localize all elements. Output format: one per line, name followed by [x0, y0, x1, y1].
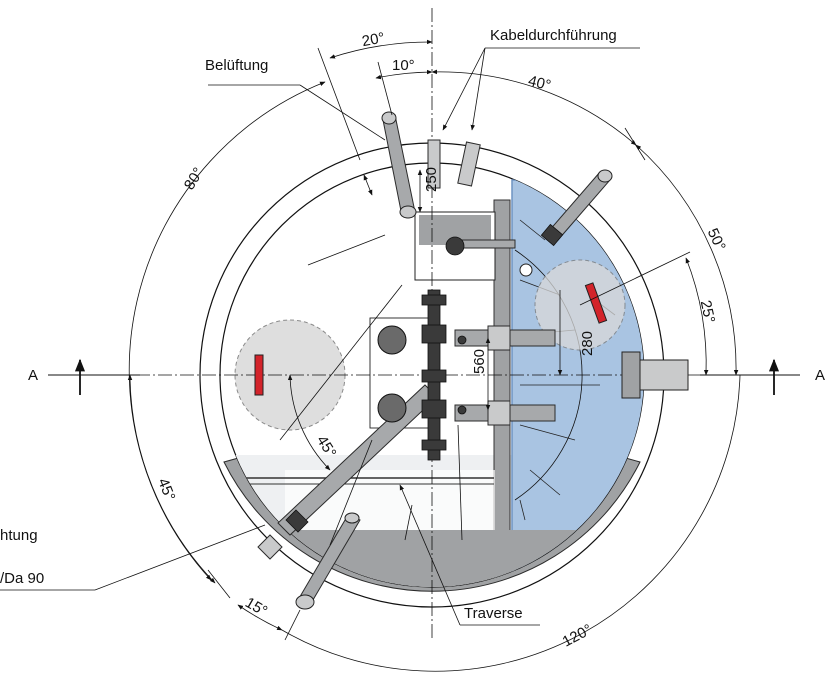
right-hatch-marker [584, 282, 608, 324]
dim-angle-50: 50° [704, 226, 729, 254]
dimension-arcs [48, 39, 800, 672]
label-belueftung: Belüftung [205, 57, 268, 74]
partial-label-1: htung [0, 527, 38, 544]
label-leaders [0, 47, 640, 626]
dim-angle-20: 20° [361, 29, 386, 50]
dim-angle-40: 40° [526, 72, 552, 94]
left-hatch-marker [254, 354, 264, 396]
label-traverse: Traverse [464, 605, 523, 622]
partial-label-2: /Da 90 [0, 570, 44, 587]
section-label-a-right: A [815, 367, 825, 384]
valve-assembly [377, 289, 467, 461]
dim-len-560: 560 [471, 349, 488, 374]
dim-len-280: 280 [579, 331, 596, 356]
dim-angle-25: 25° [697, 299, 718, 325]
dim-len-250: 250 [423, 167, 440, 192]
label-kabeldurchfuehrung: Kabeldurchführung [490, 27, 617, 44]
dim-angle-120: 120° [560, 621, 595, 651]
dim-angle-15: 15° [242, 594, 270, 620]
pipes [257, 111, 689, 610]
dim-angle-10: 10° [392, 57, 415, 74]
section-label-a-left: A [28, 367, 38, 384]
